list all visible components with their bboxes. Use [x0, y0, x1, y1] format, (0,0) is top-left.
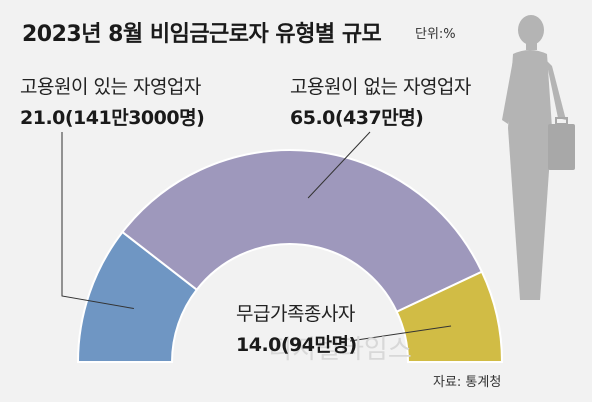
source-note: 자료: 통계청	[433, 375, 502, 390]
value-own-account-self-employed: 65.0(437만명)	[290, 107, 424, 129]
label-employer-self-employed: 고용원이 있는 자영업자	[20, 76, 201, 98]
leader-line-employer-self-employed	[61, 132, 134, 310]
arc-own-account-self-employed	[121, 149, 484, 314]
chart-title: 2023년 8월 비임금근로자 유형별 규모	[22, 22, 382, 47]
arc-unpaid-family-workers	[395, 270, 504, 363]
leader-line-unpaid-family-workers	[349, 325, 452, 342]
businessman-silhouette-icon	[502, 15, 575, 300]
value-employer-self-employed: 21.0(141만3000명)	[20, 107, 205, 129]
label-unpaid-family-workers: 무급가족종사자	[236, 303, 355, 325]
unit-label: 단위:%	[415, 27, 456, 42]
leader-line-own-account-self-employed	[307, 131, 371, 199]
label-own-account-self-employed: 고용원이 없는 자영업자	[290, 76, 471, 98]
watermark: 디지털타임스	[268, 335, 412, 365]
value-unpaid-family-workers: 14.0(94만명)	[236, 334, 357, 356]
